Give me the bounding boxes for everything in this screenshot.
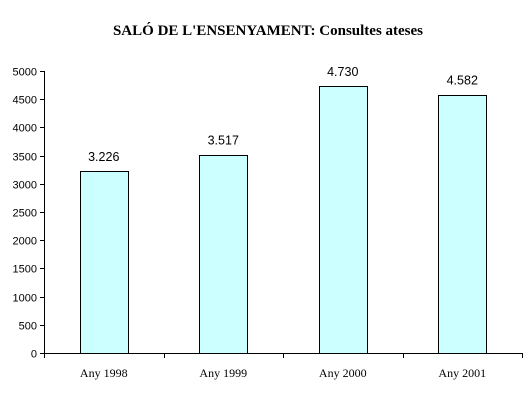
- bar: [199, 155, 248, 354]
- bar: [438, 95, 487, 354]
- y-axis: 0 500 1000 1500 2000 2500 3000 3500 4000 4500 5000: [13, 67, 45, 361]
- bar-value-label: 4.730: [327, 65, 358, 79]
- x-tick-label: Any 1999: [199, 366, 247, 380]
- y-tick-label: 4500: [13, 95, 37, 107]
- x-tick-label: Any 2000: [319, 366, 367, 380]
- bar: [80, 171, 129, 354]
- y-tick-label: 3500: [13, 152, 37, 164]
- y-tick-label: 500: [19, 321, 37, 333]
- y-tick-label: 3000: [13, 180, 37, 192]
- data-labels: 3.226 3.517 4.730 4.582: [88, 65, 478, 164]
- bar-value-label: 4.582: [447, 74, 478, 88]
- x-tick-label: Any 1998: [80, 366, 128, 380]
- x-tick-label: Any 2001: [438, 366, 486, 380]
- y-tick-label: 1500: [13, 264, 37, 276]
- y-tick-label: 1000: [13, 293, 37, 305]
- y-tick-label: 2500: [13, 208, 37, 220]
- y-tick-label: 5000: [13, 67, 37, 79]
- bar-value-label: 3.226: [88, 150, 119, 164]
- y-tick-label: 2000: [13, 236, 37, 248]
- bar: [319, 86, 368, 354]
- bars: [80, 86, 487, 354]
- bar-value-label: 3.517: [208, 134, 239, 148]
- x-axis: Any 1998 Any 1999 Any 2000 Any 2001: [44, 353, 523, 380]
- y-tick-label: 4000: [13, 123, 37, 135]
- y-tick-label: 0: [31, 349, 37, 361]
- chart-title: SALÓ DE L'ENSENYAMENT: Consultes ateses: [113, 22, 423, 39]
